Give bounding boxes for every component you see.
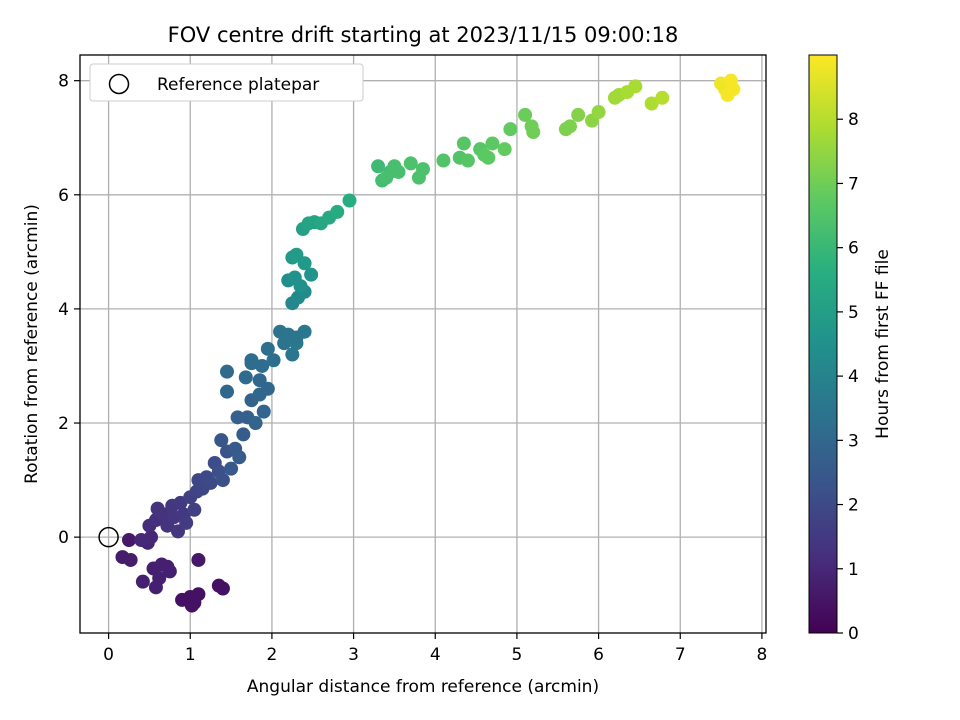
colorbar-tick-label: 4 xyxy=(848,367,859,387)
scatter-point xyxy=(162,564,177,579)
scatter-point xyxy=(191,552,206,567)
scatter-point xyxy=(220,384,234,399)
x-tick-label: 3 xyxy=(348,645,359,665)
y-tick-label: 8 xyxy=(58,72,69,92)
scatter-point xyxy=(371,159,386,174)
x-tick-label: 8 xyxy=(757,645,768,665)
scatter-point xyxy=(591,105,606,120)
scatter-point xyxy=(644,96,659,111)
legend-reference-marker xyxy=(108,73,130,95)
scatter-point xyxy=(260,341,275,356)
scatter-point xyxy=(485,136,500,151)
colorbar-tick-label: 6 xyxy=(848,239,859,259)
scatter-point xyxy=(122,532,136,547)
y-tick-label: 2 xyxy=(58,414,69,434)
scatter-point xyxy=(260,381,275,396)
scatter-point xyxy=(526,125,541,140)
legend: Reference platepar xyxy=(89,63,364,102)
scatter-point xyxy=(232,450,247,465)
plot-frame xyxy=(79,54,767,634)
legend-entry-label: Reference platepar xyxy=(157,75,319,95)
scatter-point xyxy=(215,581,230,596)
colorbar-label: Hours from first FF file xyxy=(873,249,893,439)
scatter-point xyxy=(244,356,259,371)
scatter-point xyxy=(342,193,357,208)
scatter-point xyxy=(304,267,319,282)
scatter-point xyxy=(293,279,308,294)
scatter-point xyxy=(297,256,312,271)
scatter-point xyxy=(135,574,150,589)
colorbar-tick-label: 8 xyxy=(848,110,859,130)
scatter-point xyxy=(152,571,167,586)
x-axis-label: Angular distance from reference (arcmin) xyxy=(247,677,599,697)
scatter-point xyxy=(256,404,271,419)
scatter-point xyxy=(416,162,430,177)
scatter-point xyxy=(518,107,533,122)
scatter-point xyxy=(285,347,300,362)
scatter-point xyxy=(134,532,149,547)
scatter-point xyxy=(628,79,643,94)
chart-title: FOV centre drift starting at 2023/11/15 … xyxy=(168,23,679,47)
scatter-point xyxy=(460,153,475,168)
reference-platepar-marker xyxy=(98,526,119,548)
scatter-point xyxy=(497,142,512,157)
x-tick-label: 4 xyxy=(430,645,441,665)
scatter-point xyxy=(248,416,263,431)
colorbar xyxy=(808,54,838,634)
y-axis-label: Rotation from reference (arcmin) xyxy=(22,204,42,484)
scatter-point xyxy=(571,107,586,122)
legend-box xyxy=(89,63,364,102)
scatter-point xyxy=(563,119,577,134)
scatter-point xyxy=(379,170,394,185)
colorbar-tick-label: 1 xyxy=(848,560,859,580)
scatter-point xyxy=(456,136,471,151)
scatter-point xyxy=(187,502,202,517)
scatter-point xyxy=(184,598,199,613)
scatter-point xyxy=(403,156,418,171)
scatter-point xyxy=(266,353,281,368)
colorbar-tick-label: 3 xyxy=(848,431,859,451)
scatter-point xyxy=(255,358,270,373)
scatter-point xyxy=(224,461,239,476)
colorbar-tick-label: 2 xyxy=(848,496,859,516)
scatter-point xyxy=(236,427,251,442)
scatter-point xyxy=(215,473,230,488)
scatter-point xyxy=(191,587,206,602)
scatter-point xyxy=(238,370,253,385)
scatter-point xyxy=(726,82,741,97)
scatter-point xyxy=(220,364,234,379)
scatter-point xyxy=(655,90,670,105)
colorbar-tick-label: 7 xyxy=(848,174,859,194)
scatter-point xyxy=(123,552,138,567)
x-tick-label: 0 xyxy=(103,645,114,665)
x-tick-label: 5 xyxy=(512,645,523,665)
scatter-point xyxy=(289,330,304,345)
scatter-point xyxy=(330,204,345,219)
x-tick-label: 6 xyxy=(593,645,604,665)
scatter-point xyxy=(179,515,194,530)
x-tick-label: 2 xyxy=(267,645,278,665)
colorbar-tick-label: 0 xyxy=(848,624,859,644)
x-tick-label: 7 xyxy=(675,645,686,665)
scatter-point xyxy=(214,433,229,448)
scatter-point xyxy=(203,475,218,490)
y-tick-label: 4 xyxy=(58,300,69,320)
y-tick-label: 6 xyxy=(58,186,69,206)
scatter-point xyxy=(481,150,496,165)
colorbar-tick-label: 5 xyxy=(848,303,859,323)
scatter-point xyxy=(391,164,406,179)
y-axis-ticks: 0 2 4 6 8 xyxy=(58,72,80,548)
x-tick-label: 1 xyxy=(185,645,196,665)
y-tick-label: 0 xyxy=(58,528,69,548)
colorbar-ticks: 0 1 2 3 4 5 6 7 8 xyxy=(837,110,859,644)
data-points xyxy=(98,73,741,613)
scatter-point xyxy=(436,153,451,168)
scatter-point xyxy=(503,122,518,137)
x-axis-ticks: 0 1 2 3 4 5 6 7 8 xyxy=(103,633,767,665)
scatter-point xyxy=(230,410,245,425)
